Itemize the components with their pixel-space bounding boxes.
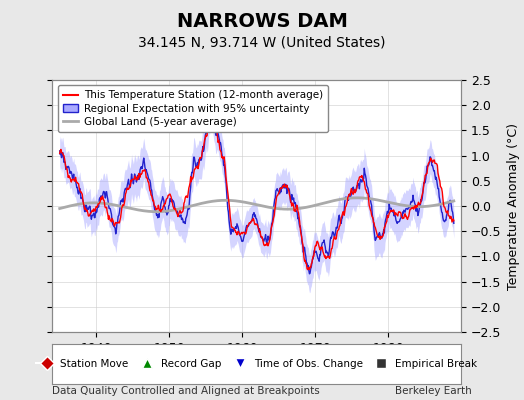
Text: Data Quality Controlled and Aligned at Breakpoints: Data Quality Controlled and Aligned at B… (52, 386, 320, 396)
Legend: Station Move, Record Gap, Time of Obs. Change, Empirical Break: Station Move, Record Gap, Time of Obs. C… (32, 355, 481, 373)
Text: Berkeley Earth: Berkeley Earth (395, 386, 472, 396)
Text: NARROWS DAM: NARROWS DAM (177, 12, 347, 31)
Legend: This Temperature Station (12-month average), Regional Expectation with 95% uncer: This Temperature Station (12-month avera… (58, 85, 328, 132)
Text: 34.145 N, 93.714 W (United States): 34.145 N, 93.714 W (United States) (138, 36, 386, 50)
Y-axis label: Temperature Anomaly (°C): Temperature Anomaly (°C) (507, 122, 520, 290)
